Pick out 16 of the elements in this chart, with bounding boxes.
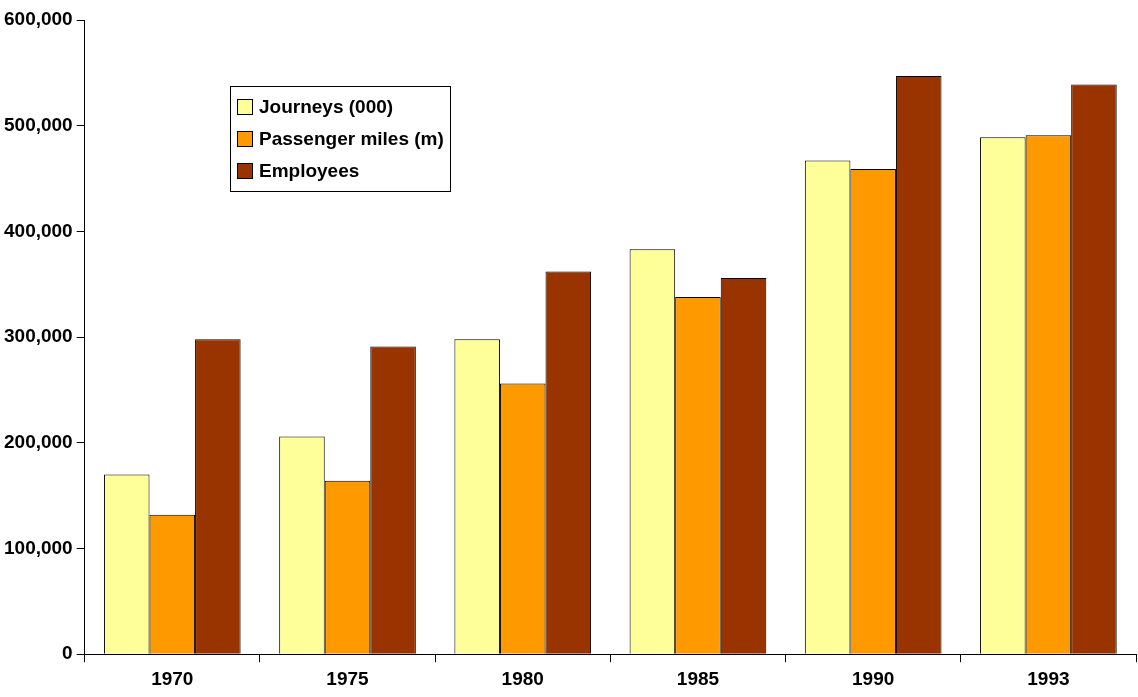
legend-label: Employees <box>259 160 360 182</box>
y-tick-label: 600,000 <box>3 8 73 30</box>
legend-label: Journeys (000) <box>259 96 394 118</box>
legend-label: Passenger miles (m) <box>259 128 444 150</box>
y-tick-label: 100,000 <box>3 536 73 558</box>
y-tick-label: 400,000 <box>3 219 73 241</box>
x-tick-label: 1970 <box>151 667 194 689</box>
x-tick-label: 1980 <box>501 667 544 689</box>
y-tick-label: 500,000 <box>3 113 73 135</box>
x-tick-label: 1990 <box>852 667 895 689</box>
y-tick-label: 300,000 <box>3 325 73 347</box>
x-tick-label: 1993 <box>1027 667 1070 689</box>
x-tick-label: 1985 <box>676 667 720 689</box>
x-tick-label: 1975 <box>326 667 370 689</box>
y-tick-label: 0 <box>62 642 73 664</box>
y-tick-label: 200,000 <box>3 431 73 453</box>
